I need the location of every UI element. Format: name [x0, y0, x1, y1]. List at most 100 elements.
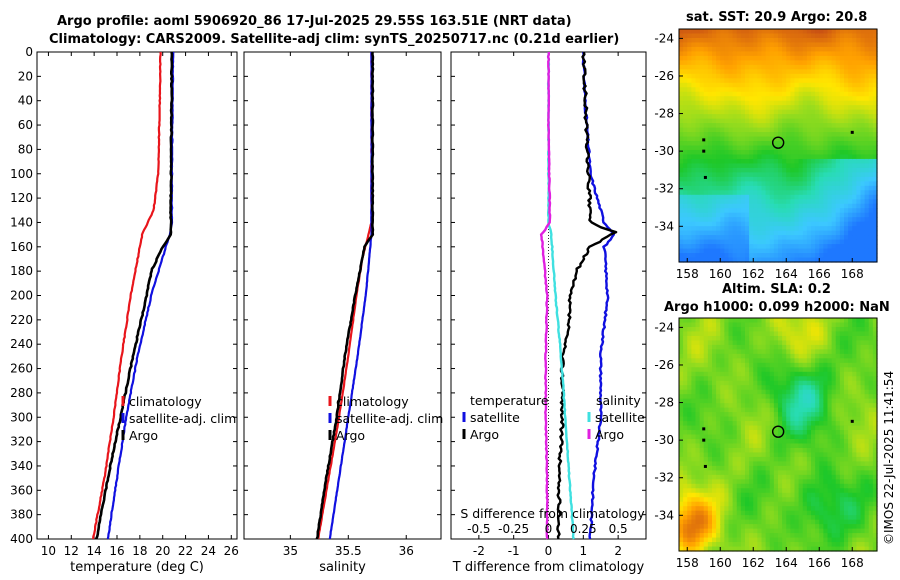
map-cell: [839, 416, 845, 422]
map-cell: [839, 230, 845, 236]
map-cell: [716, 421, 721, 427]
map-cell: [811, 533, 816, 539]
map-cell: [802, 158, 808, 165]
map-cell: [831, 69, 837, 75]
map-cell: [740, 190, 746, 196]
map-cell: [773, 340, 779, 346]
map-cell: [794, 340, 800, 346]
map-cell: [703, 141, 709, 147]
map-cell: [699, 42, 705, 48]
map-cell: [864, 51, 870, 57]
map-cell: [716, 230, 721, 236]
map-cell: [823, 470, 829, 476]
map-cell: [761, 349, 767, 355]
map-cell: [736, 235, 742, 241]
map-cell: [868, 199, 874, 205]
map-cell: [757, 398, 763, 404]
map-cell: [765, 257, 771, 263]
map-cell: [687, 60, 692, 66]
map-cell: [786, 145, 791, 151]
map-cell: [811, 510, 816, 516]
map-cell: [745, 244, 750, 250]
map-cell: [728, 217, 734, 223]
map-cell: [872, 136, 878, 142]
map-cell: [823, 109, 829, 115]
map-cell: [802, 55, 808, 61]
map-cell: [724, 123, 730, 129]
map-cell: [691, 154, 697, 160]
map-cell: [806, 398, 812, 404]
map-cell: [732, 132, 738, 138]
map-cell: [831, 362, 837, 368]
map-cell: [699, 434, 705, 440]
map-cell: [703, 217, 709, 223]
map-cell: [794, 335, 800, 341]
map-cell: [732, 73, 738, 79]
map-cell: [835, 46, 841, 52]
map-cell: [757, 318, 763, 324]
map-cell: [687, 344, 692, 350]
map-cell: [740, 434, 746, 440]
map-cell: [745, 367, 750, 373]
map-cell: [679, 82, 684, 88]
map-cell: [852, 421, 857, 427]
map-cell: [831, 353, 837, 359]
map-cell: [811, 87, 816, 93]
map-cell: [699, 456, 705, 462]
map-cell: [798, 190, 804, 196]
map-cell: [761, 470, 767, 476]
map-cell: [798, 362, 804, 368]
map-cell: [852, 190, 857, 196]
map-cell: [749, 51, 754, 57]
map-cell: [728, 118, 734, 124]
map-cell: [835, 105, 841, 111]
map-cell: [798, 154, 804, 160]
map-cell: [712, 447, 717, 454]
map-cell: [720, 326, 725, 333]
map-cell: [679, 519, 684, 525]
map-cell: [740, 212, 746, 218]
map-cell: [786, 510, 791, 516]
map-cell: [716, 322, 721, 328]
series-s-argo: [539, 52, 552, 540]
map-cell: [736, 380, 742, 386]
map-cell: [782, 96, 787, 102]
map-cell: [736, 533, 742, 539]
map-cell: [687, 492, 692, 498]
map-cell: [848, 212, 853, 218]
map-cell: [679, 203, 684, 209]
map-cell: [848, 488, 853, 494]
map-cell: [716, 349, 721, 355]
map-cell: [716, 87, 721, 93]
map-cell: [794, 55, 800, 61]
map-cell: [827, 154, 833, 160]
map-cell: [827, 380, 833, 386]
map-cell: [745, 82, 750, 88]
map-cell: [707, 546, 713, 552]
map-cell: [757, 176, 763, 182]
map-cell: [802, 376, 808, 382]
map-cell: [864, 230, 870, 236]
map-cell: [699, 358, 705, 364]
map-cell: [852, 42, 857, 48]
map-cell: [831, 149, 837, 156]
map-cell: [860, 109, 866, 115]
map-cell: [860, 163, 866, 169]
map-cell: [707, 73, 713, 79]
map-cell: [695, 141, 701, 147]
map-cell: [687, 506, 692, 512]
map-cell: [687, 163, 692, 169]
map-cell: [765, 385, 771, 391]
map-cell: [724, 546, 730, 552]
map-cell: [732, 87, 738, 93]
map-cell: [872, 158, 878, 165]
map-cell: [844, 100, 849, 106]
map-cell: [798, 105, 804, 111]
map-cell: [802, 371, 808, 377]
map-cell: [695, 461, 701, 467]
map-cell: [740, 537, 746, 543]
map-cell: [749, 248, 754, 254]
map-cell: [745, 542, 750, 548]
map-cell: [852, 123, 857, 129]
map-cell: [736, 149, 742, 156]
